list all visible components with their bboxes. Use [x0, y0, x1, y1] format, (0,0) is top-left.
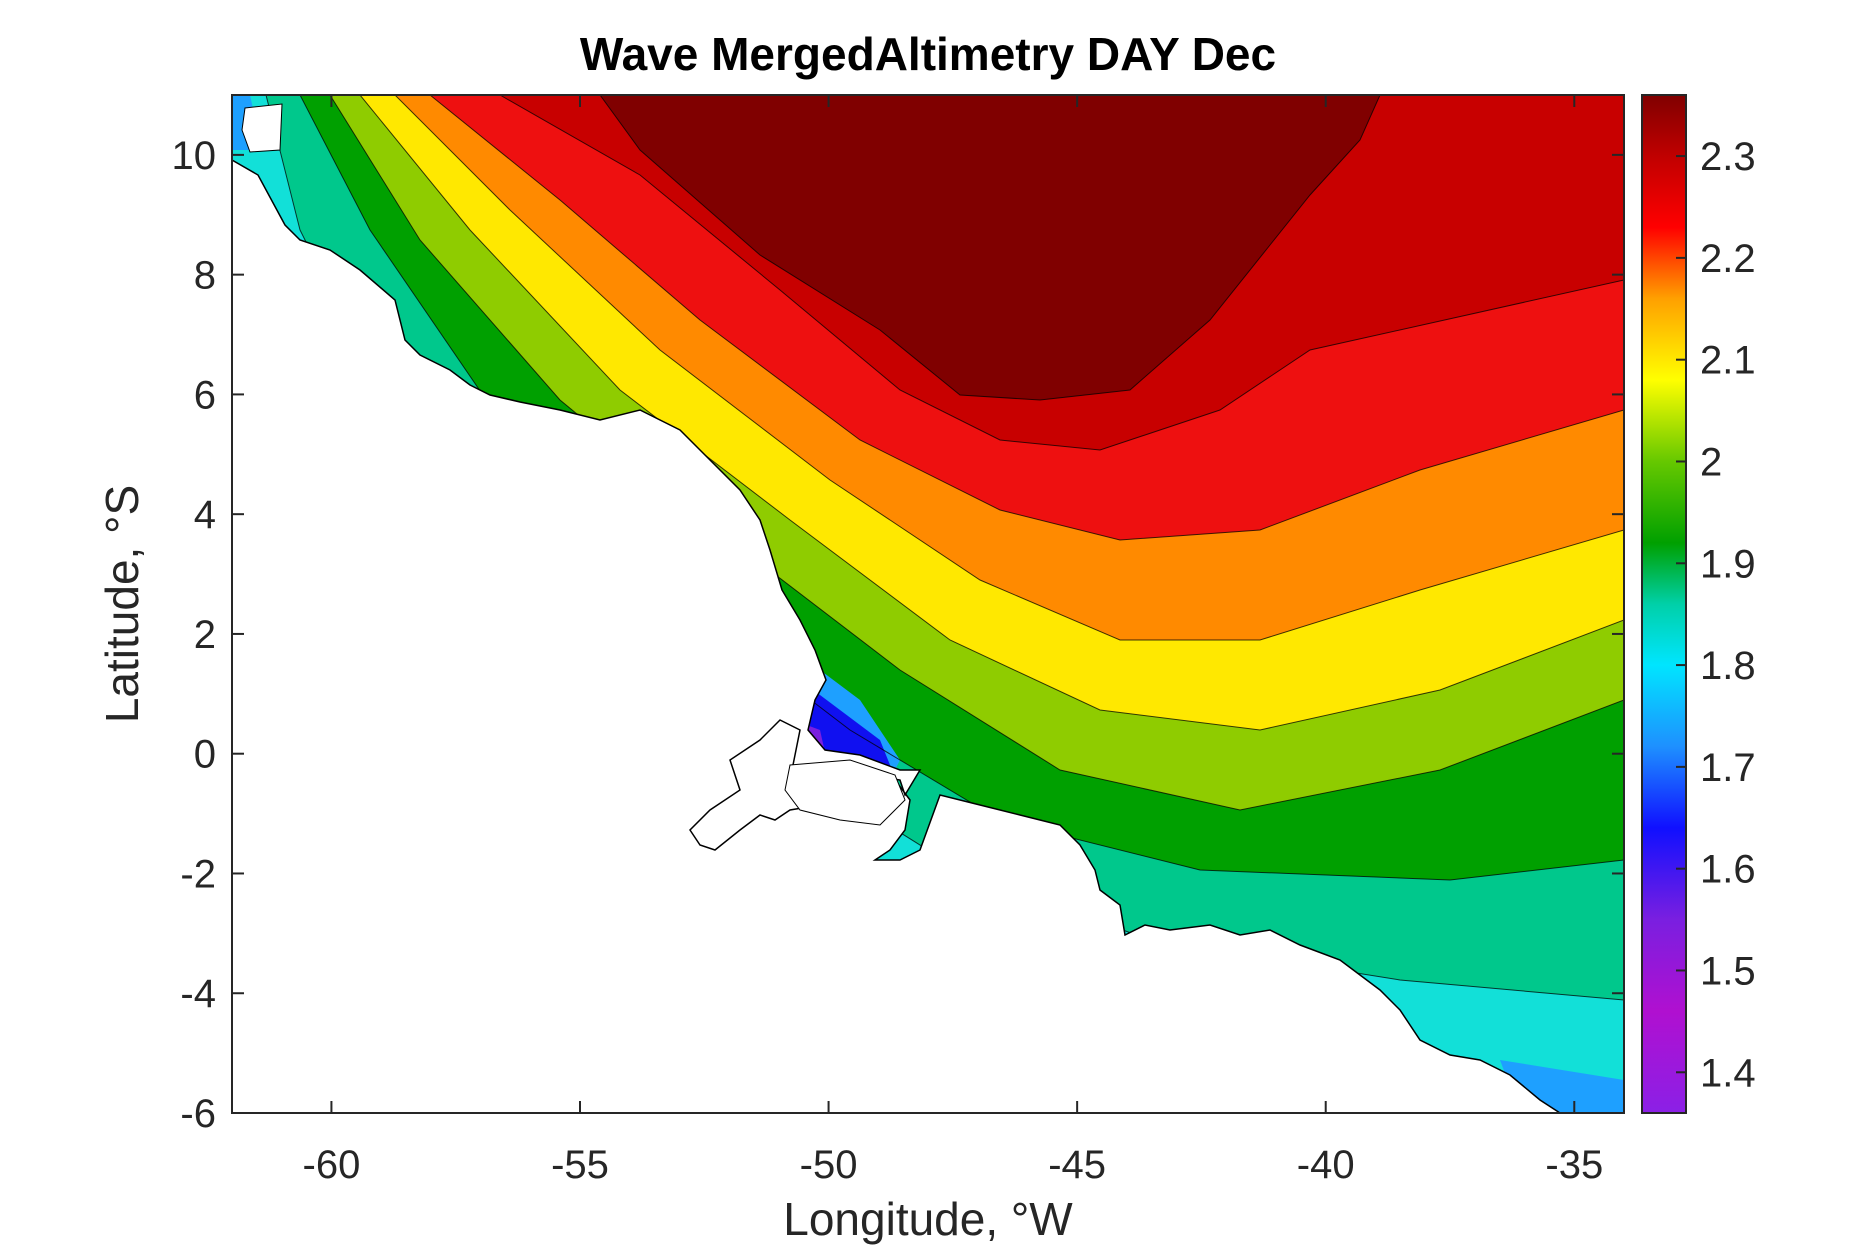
y-tick-label: 8 [194, 254, 216, 298]
x-tick-label: -40 [1297, 1143, 1355, 1187]
island-marajo [784, 759, 906, 826]
x-tick-label: -50 [800, 1143, 858, 1187]
y-tick-label: -4 [180, 972, 216, 1016]
colorbar-ticks: 1.4 1.5 1.6 1.7 1.8 1.9 2 2.1 2.2 2.3 [1676, 135, 1756, 1095]
colorbar-tick-label: 1.7 [1700, 746, 1756, 790]
colorbar-gradient [1641, 94, 1687, 1114]
colorbar-tick-label: 2 [1700, 440, 1722, 484]
colorbar-tick-label: 2.3 [1700, 135, 1756, 179]
chart-title: Wave MergedAltimetry DAY Dec [580, 28, 1276, 80]
y-tick-label: 10 [172, 134, 217, 178]
y-tick-label: -2 [180, 852, 216, 896]
x-axis-ticks: -60 -55 -50 -45 -40 -35 [303, 95, 1603, 1187]
colorbar-tick-label: 1.5 [1700, 949, 1756, 993]
y-tick-label: 0 [194, 733, 216, 777]
x-axis-label: Longitude, °W [783, 1193, 1073, 1245]
colorbar-tick-label: 1.8 [1700, 644, 1756, 688]
colorbar-tick-label: 1.4 [1700, 1051, 1756, 1095]
island-trinidad [241, 103, 283, 153]
y-tick-label: 2 [194, 613, 216, 657]
y-axis-label: Latitude, °S [96, 485, 148, 723]
colorbar-tick-label: 2.2 [1700, 237, 1756, 281]
band-darkred [600, 95, 1380, 400]
y-tick-label: -6 [180, 1092, 216, 1136]
colorbar-tick-label: 2.1 [1700, 339, 1756, 383]
x-tick-label: -45 [1048, 1143, 1106, 1187]
y-axis-ticks: -6 -4 -2 0 2 4 6 8 10 [172, 134, 1624, 1136]
x-tick-label: -60 [303, 1143, 361, 1187]
y-tick-label: 6 [194, 373, 216, 417]
x-tick-label: -55 [551, 1143, 609, 1187]
colorbar-tick-label: 1.9 [1700, 542, 1756, 586]
x-tick-label: -35 [1545, 1143, 1603, 1187]
contour-field [232, 95, 1624, 1113]
land-mask [232, 159, 1562, 1113]
y-tick-label: 4 [194, 493, 216, 537]
plot-frame [231, 94, 1625, 1114]
colorbar: 1.4 1.5 1.6 1.7 1.8 1.9 2 2.1 2.2 2.3 [1641, 94, 1756, 1114]
colorbar-tick-label: 1.6 [1700, 848, 1756, 892]
